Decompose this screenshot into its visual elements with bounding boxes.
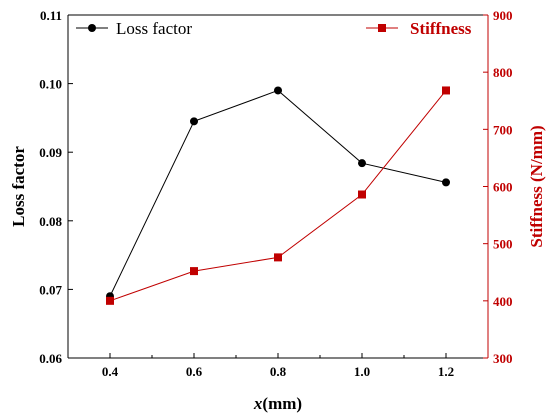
y-left-tick-label: 0.07: [39, 282, 62, 297]
legend-marker-loss-factor: [88, 24, 96, 32]
loss-factor-point: [442, 178, 450, 187]
stiffness-point: [442, 86, 450, 95]
x-tick-label: 0.8: [270, 364, 287, 379]
y-left-axis-title: Loss factor: [9, 146, 28, 227]
stiffness-point: [106, 296, 114, 305]
loss-factor-point: [274, 86, 282, 95]
x-tick-label: 1.2: [438, 364, 454, 379]
x-axis-title-unit: (mm): [262, 394, 302, 413]
y-left-tick-label: 0.09: [39, 145, 62, 160]
x-tick-label: 0.4: [102, 364, 119, 379]
y-left-tick-label: 0.11: [40, 8, 62, 23]
loss-factor-point: [190, 117, 198, 126]
y-right-tick-label: 500: [493, 237, 513, 252]
x-axis-title-variable: x: [253, 394, 263, 413]
x-tick-label: 1.0: [354, 364, 370, 379]
y-right-tick-label: 900: [493, 8, 513, 23]
stiffness-point: [358, 190, 366, 199]
series-line-loss-factor: [109, 89, 447, 297]
loss-factor-point: [358, 159, 366, 168]
legend-label-stiffness: Stiffness: [410, 19, 472, 38]
y-right-axis-title: Stiffness (N/mm): [527, 125, 546, 247]
y-right-tick-label: 300: [493, 351, 513, 366]
y-left-tick-label: 0.06: [39, 351, 62, 366]
y-left-tick-label: 0.08: [39, 214, 62, 229]
series-line-stiffness: [109, 90, 447, 302]
legend-marker-stiffness: [378, 24, 386, 32]
stiffness-point: [274, 253, 282, 262]
y-right-tick-label: 600: [493, 180, 513, 195]
legend-label-loss-factor: Loss factor: [116, 19, 192, 38]
x-tick-label: 0.6: [186, 364, 203, 379]
y-right-tick-label: 700: [493, 122, 513, 137]
y-right-tick-label: 400: [493, 294, 513, 309]
stiffness-point: [190, 267, 198, 276]
y-right-tick-label: 800: [493, 65, 513, 80]
x-axis-title: x(mm): [253, 394, 302, 413]
y-left-tick-label: 0.10: [39, 77, 62, 92]
